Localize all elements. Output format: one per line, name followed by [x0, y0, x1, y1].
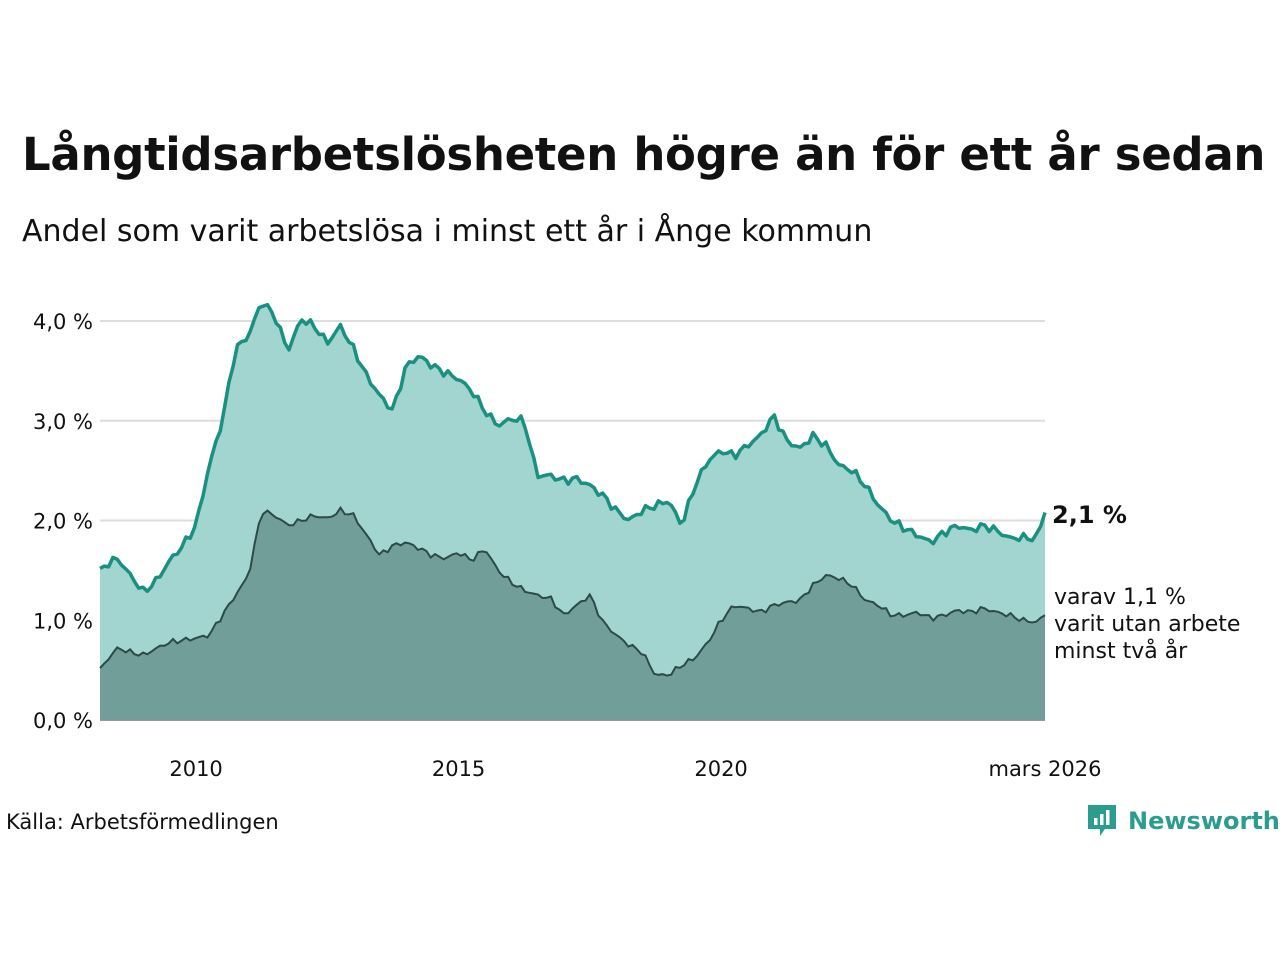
chart-title: Långtidsarbetslösheten högre än för ett … [22, 128, 1266, 181]
area-min-two-years [100, 507, 1045, 720]
sub-label-line-3: minst två år [1054, 638, 1188, 664]
y-axis-labels: 0,0 % 1,0 % 2,0 % 3,0 % 4,0 % [33, 310, 93, 733]
y-tick-label: 4,0 % [33, 310, 93, 334]
y-tick-label: 1,0 % [33, 609, 93, 633]
brand-logo: Newsworthy [1086, 803, 1280, 839]
x-tick-label: 2020 [694, 757, 747, 781]
newsworthy-icon [1088, 805, 1116, 836]
end-value-label: 2,1 % [1052, 501, 1127, 529]
brand-name: Newsworthy [1128, 807, 1280, 835]
x-tick-label: 2010 [169, 757, 222, 781]
line-min-two-years [99, 505, 1046, 677]
y-tick-label: 0,0 % [33, 709, 93, 733]
x-tick-label: 2015 [432, 757, 485, 781]
sub-label-line-1: varav 1,1 % [1054, 585, 1186, 610]
chart-subtitle: Andel som varit arbetslösa i minst ett å… [22, 214, 873, 249]
x-axis-labels: 2010 2015 2020 mars 2026 [169, 757, 1101, 781]
sub-label-line-2: varit utan arbete [1054, 612, 1240, 637]
y-tick-label: 2,0 % [33, 510, 93, 534]
y-tick-label: 3,0 % [33, 410, 93, 434]
x-tick-label: mars 2026 [988, 757, 1101, 781]
source-note: Källa: Arbetsförmedlingen [6, 810, 279, 834]
line-min-one-year [99, 302, 1047, 594]
